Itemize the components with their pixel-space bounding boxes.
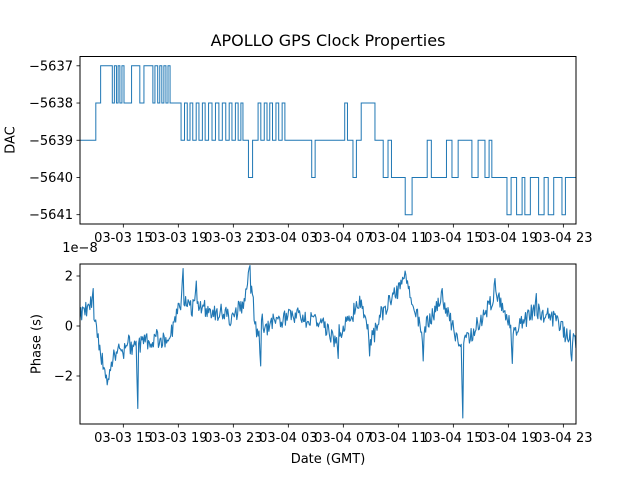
x-tick-label: 03-04 23	[534, 231, 592, 246]
x-axis-label: Date (GMT)	[290, 452, 366, 467]
y-tick-label: −5641	[29, 208, 73, 223]
x-tick-label: 03-03 23	[204, 231, 262, 246]
y-tick-label: 2	[65, 270, 73, 285]
chart-title: APOLLO GPS Clock Properties	[210, 31, 446, 50]
phase-offset-label: 1e−8	[62, 241, 98, 256]
y-tick-label: −5640	[29, 171, 73, 186]
y-tick-label: −5638	[29, 97, 73, 112]
x-tick-label: 03-03 15	[94, 431, 152, 446]
x-tick-label: 03-04 11	[369, 231, 427, 246]
dac-step-line	[80, 65, 576, 216]
axes-frame	[79, 56, 577, 225]
x-tick-label: 03-04 07	[314, 431, 372, 446]
y-tick-label: −2	[54, 370, 73, 385]
x-tick-label: 03-03 19	[149, 431, 207, 446]
axes-frame	[79, 263, 577, 425]
x-tick-label: 03-03 23	[204, 431, 262, 446]
x-tick-label: 03-04 03	[259, 231, 317, 246]
y-tick-label: −5637	[29, 59, 73, 74]
x-tick-label: 03-03 15	[94, 231, 152, 246]
x-tick-label: 03-04 03	[259, 431, 317, 446]
phase-line	[80, 264, 576, 419]
dac-y-axis-label: DAC	[3, 126, 19, 154]
x-tick-label: 03-04 19	[479, 231, 537, 246]
y-tick-label: 0	[65, 320, 73, 335]
x-tick-label: 03-04 19	[479, 431, 537, 446]
x-tick-label: 03-03 19	[149, 231, 207, 246]
x-tick-label: 03-04 07	[314, 231, 372, 246]
x-tick-label: 03-04 11	[369, 431, 427, 446]
phase-y-axis-label: Phase (s)	[29, 314, 45, 374]
x-tick-label: 03-04 15	[424, 231, 482, 246]
y-tick-label: −5639	[29, 134, 73, 149]
x-tick-label: 03-04 15	[424, 431, 482, 446]
x-tick-label: 03-04 23	[534, 431, 592, 446]
